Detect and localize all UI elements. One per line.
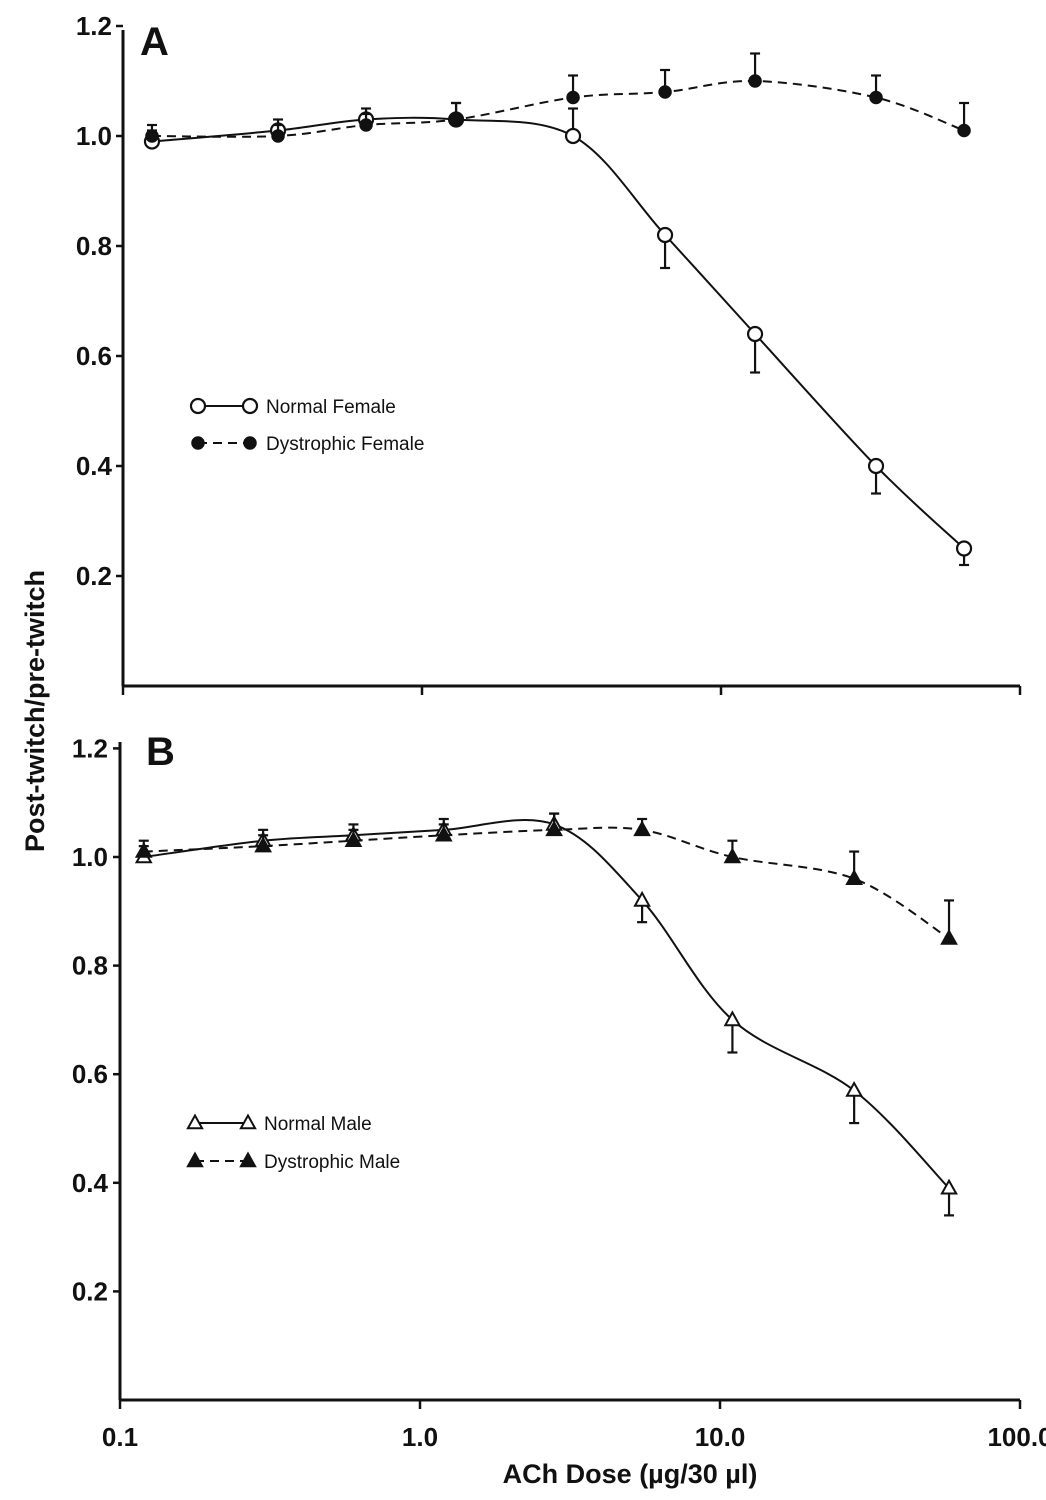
legend-dystrophic-male: Dystrophic Male [264,1152,400,1173]
data-point-filled-circle [359,118,373,132]
panel-b-points [134,812,958,1217]
legend-normal-female-symbol [189,397,259,415]
data-point-filled-circle [449,112,463,127]
data-point-filled-circle [957,123,971,138]
y-tick-label: 0.8 [76,231,112,261]
data-point-filled-circle [271,129,285,143]
panel-b-letter: B [146,730,175,774]
data-point-filled-triangle [633,820,651,837]
legend-marker [186,1151,204,1168]
data-point-filled-triangle [723,847,742,864]
data-point-open-triangle [845,1080,864,1097]
x-tick-label: 1.0 [402,1422,438,1452]
data-point-open-circle [564,127,582,145]
panel-a-legend: Normal Female Dystrophic Female [189,397,424,455]
data-point-filled-circle [658,85,672,99]
legend-marker [239,1151,257,1168]
data-point-filled-triangle [545,820,564,837]
data-point-filled-circle [145,129,159,143]
x-tick-label: 10.0 [695,1422,746,1452]
legend-marker [241,397,259,415]
y-tick-label: 0.4 [76,451,113,481]
data-point-filled-triangle [845,869,864,885]
y-axis-title: Post-twitch/pre-twitch [20,570,50,852]
y-tick-label: 0.4 [72,1168,109,1198]
y-tick-label: 0.8 [72,951,108,981]
data-point-open-circle [746,325,764,343]
legend-normal-male-symbol [186,1113,257,1130]
data-point-filled-triangle [940,928,958,945]
data-point-filled-triangle [434,825,453,842]
y-tick-label: 0.6 [76,341,112,371]
panel-a: A 0.2 0.4 0.6 0.8 1.0 1.2 Normal Female Dystr… [76,11,1022,695]
y-tick-label: 1.0 [76,121,112,151]
panel-a-letter: A [140,20,169,64]
data-point-filled-triangle [134,842,153,858]
panel-a-curves [151,79,965,550]
legend-dystrophic-female-symbol [191,436,257,450]
series-line-open-triangle [143,819,950,1189]
series-line-open-circle [151,116,965,550]
panel-a-points [143,52,973,567]
y-tick-label: 0.6 [72,1059,108,1089]
legend-normal-male: Normal Male [264,1114,372,1135]
y-tick-label: 1.2 [76,11,112,41]
y-tick-label: 0.2 [72,1276,108,1306]
legend-dystrophic-male-symbol [186,1151,257,1168]
data-point-filled-triangle [254,836,273,853]
legend-marker [191,436,205,450]
data-point-open-triangle [940,1178,958,1195]
y-tick-label: 0.2 [76,561,112,591]
legend-marker [189,397,207,415]
data-point-open-triangle [723,1010,742,1027]
x-tick-label: 0.1 [102,1422,138,1452]
legend-marker [239,1113,257,1130]
data-point-filled-triangle [344,831,363,847]
data-point-open-circle [867,457,885,475]
y-tick-label: 1.0 [72,842,108,872]
data-point-filled-circle [748,74,762,88]
legend-marker [186,1113,204,1130]
x-axis-title: ACh Dose (µg/30 µl) [503,1459,758,1489]
panel-b-legend: Normal Male Dystrophic Male [186,1113,400,1173]
legend-normal-female: Normal Female [266,397,396,418]
panel-a-y-ticks: 0.2 0.4 0.6 0.8 1.0 1.2 [76,11,123,591]
data-point-open-circle [656,226,674,244]
panel-b-x-ticks: 0.1 1.0 10.0 100.0 [102,1400,1046,1452]
legend-marker [243,436,257,450]
legend-dystrophic-female: Dystrophic Female [266,434,424,455]
data-point-filled-circle [566,90,580,105]
data-point-open-circle [955,540,973,557]
panel-b-y-ticks: 0.2 0.4 0.6 0.8 1.0 1.2 [72,733,120,1306]
data-point-open-triangle [633,890,651,907]
x-tick-label: 100.0 [987,1422,1046,1452]
data-point-filled-circle [869,90,883,105]
y-tick-label: 1.2 [72,733,108,763]
panel-a-x-ticks [121,686,1022,695]
panel-b: B 0.2 0.4 0.6 0.8 1.0 1.2 0.1 1.0 10.0 100.0 Nor… [72,730,1046,1452]
